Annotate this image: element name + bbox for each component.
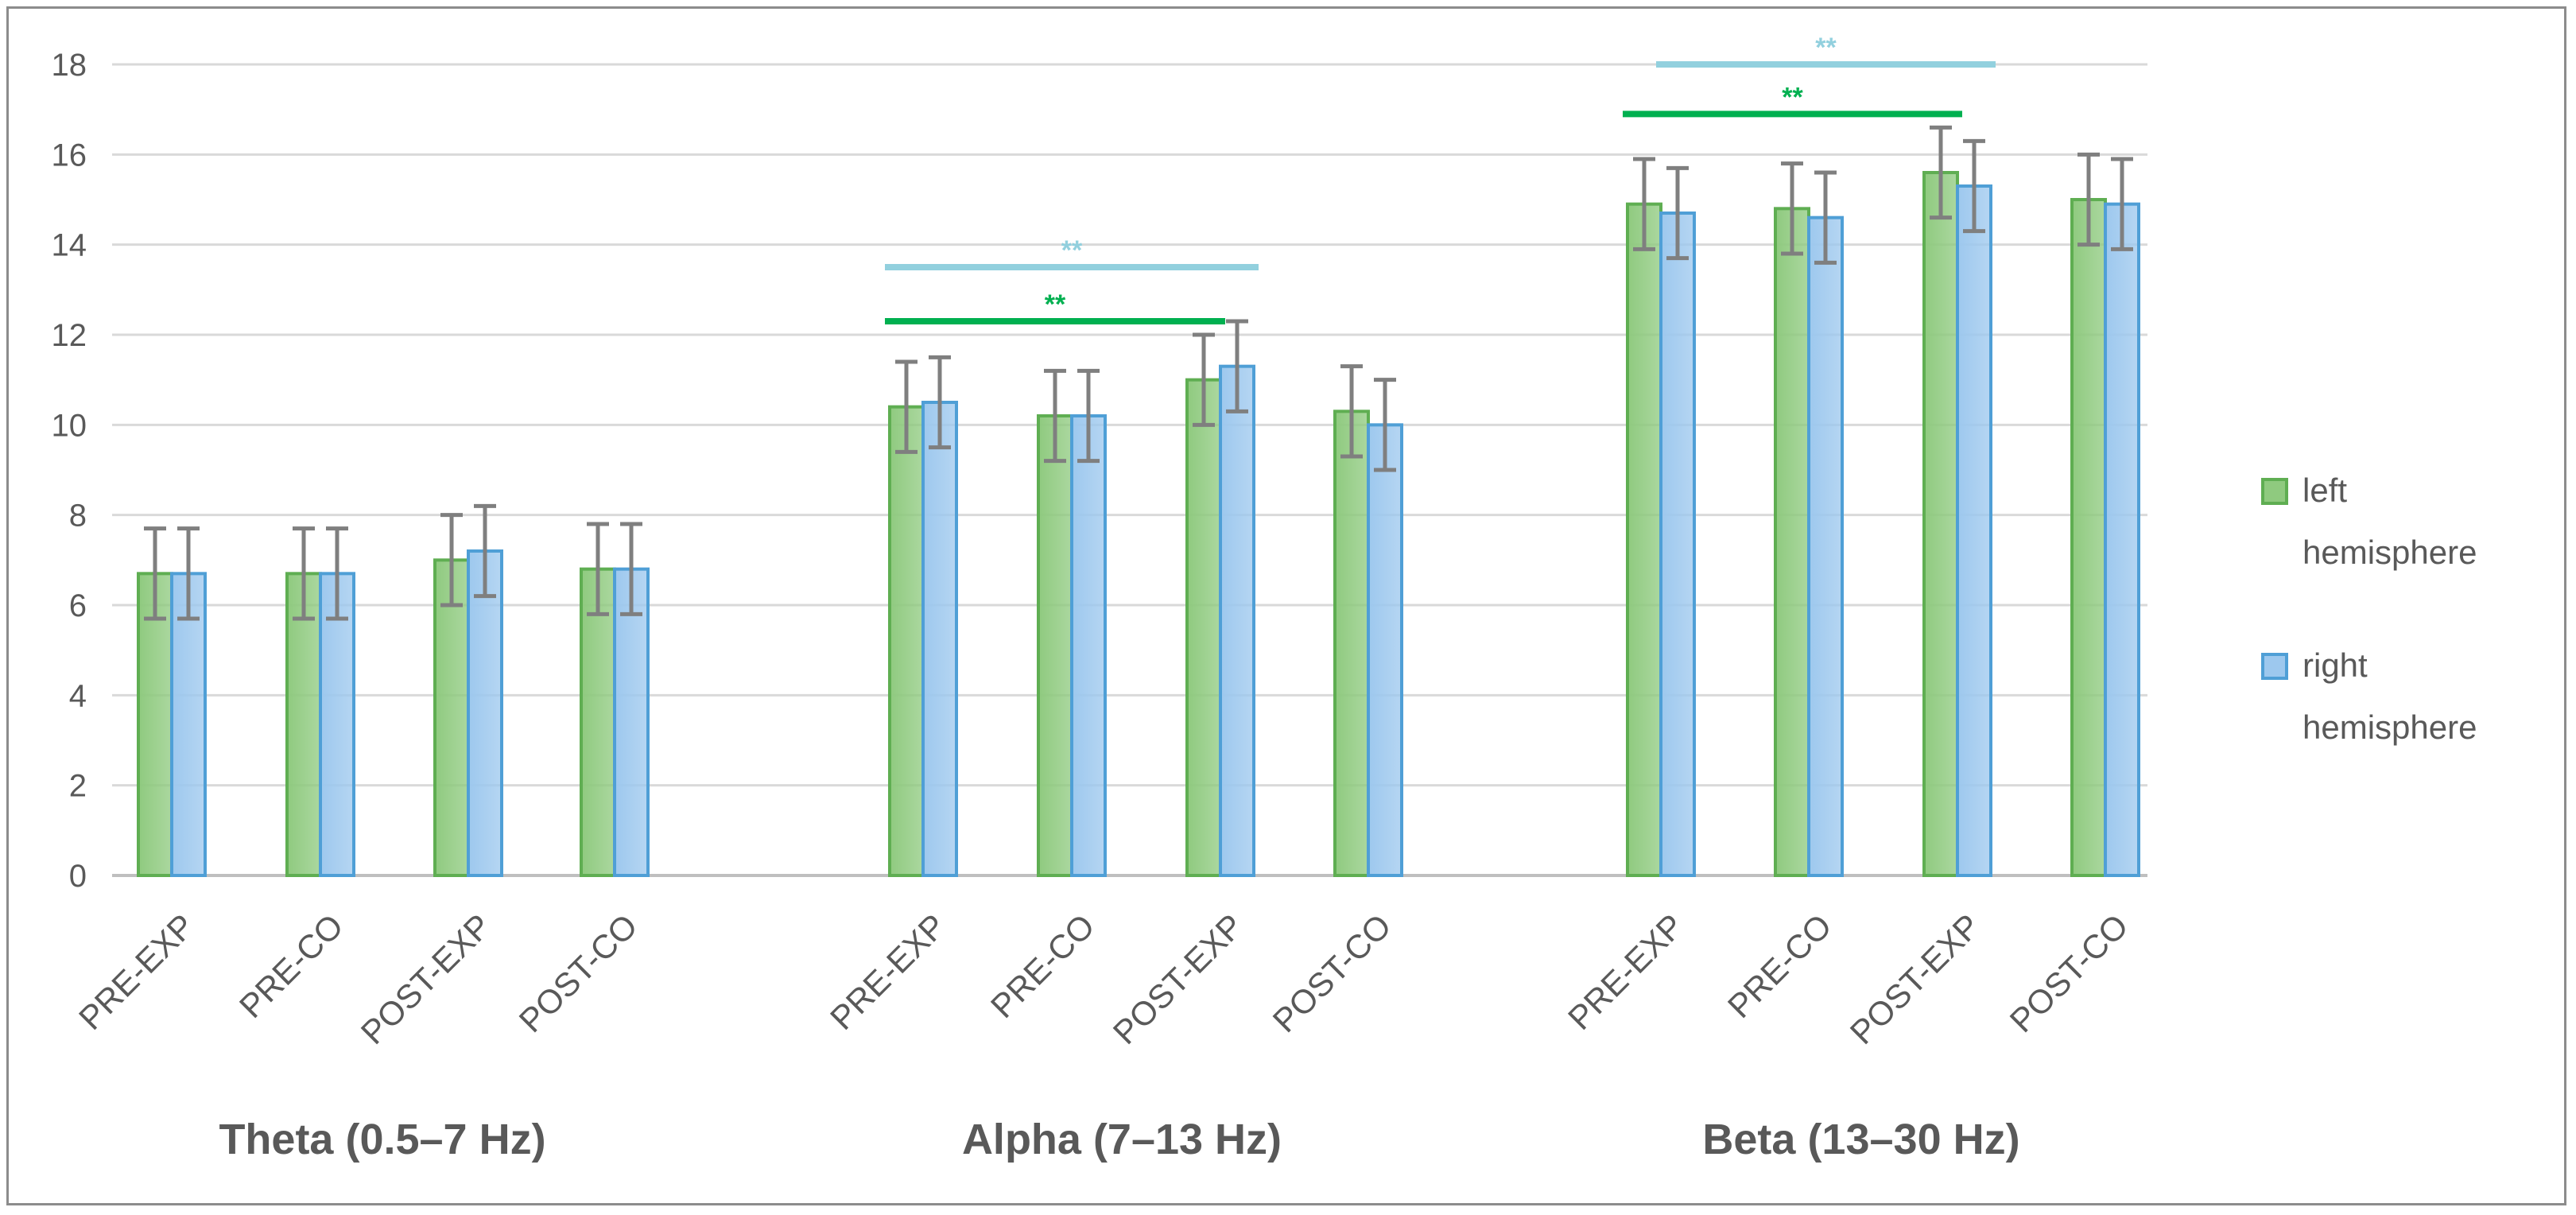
error-bar <box>1814 170 1837 265</box>
legend-item-left-hemisphere: left hemisphere <box>2261 472 2477 571</box>
group-label: Theta (0.5–7 Hz) <box>219 1116 545 1163</box>
error-bar <box>2111 157 2133 251</box>
y-tick-label: 2 <box>69 769 87 804</box>
bar-left-hemisphere <box>888 405 925 877</box>
error-bar <box>1963 138 1985 234</box>
error-bar <box>1781 161 1803 256</box>
x-category-label: PRE-CO <box>232 906 351 1025</box>
y-tick-label: 10 <box>52 408 87 443</box>
bar-right-hemisphere <box>1659 212 1696 877</box>
y-tick-label: 6 <box>69 588 87 623</box>
bar-left-hemisphere <box>580 567 616 878</box>
x-category-label: POST-EXP <box>1843 906 1988 1051</box>
error-bar <box>587 522 609 616</box>
significance-label: ** <box>1782 82 1803 112</box>
bar-right-hemisphere <box>1367 423 1403 877</box>
x-category-label: PRE-CO <box>983 906 1102 1025</box>
significance-markers: ** ** ** ** <box>885 33 1996 324</box>
x-category-label: PRE-EXP <box>1561 906 1691 1037</box>
bar-right-hemisphere <box>170 572 207 877</box>
error-bar <box>326 526 348 621</box>
bar-right-hemisphere <box>2104 202 2140 877</box>
bars <box>137 171 2140 878</box>
error-bar <box>1077 368 1100 464</box>
error-bar <box>929 355 951 450</box>
x-category-label: POST-EXP <box>1106 906 1251 1051</box>
error-bar <box>1340 364 1363 459</box>
error-bar <box>2077 152 2100 247</box>
bar-left-hemisphere <box>1922 171 1959 877</box>
y-tick-label: 12 <box>52 318 87 353</box>
error-bar <box>293 526 315 621</box>
x-category-label: POST-CO <box>1266 906 1399 1039</box>
legend: left hemisphere right hemisphere <box>2261 472 2477 746</box>
bar-right-hemisphere <box>1956 184 1992 877</box>
error-bar <box>177 526 200 621</box>
x-category-label: PRE-CO <box>1721 906 1839 1025</box>
significance-label: ** <box>1045 289 1066 320</box>
error-bar <box>1374 378 1396 472</box>
y-axis-ticks: 0 2 4 6 8 10 12 14 16 18 <box>52 48 87 894</box>
legend-label: left <box>2302 472 2347 509</box>
bar-left-hemisphere <box>433 558 470 877</box>
legend-swatch <box>2261 653 2288 680</box>
legend-label: hemisphere <box>2302 708 2477 746</box>
error-bar <box>1193 332 1215 427</box>
y-tick-label: 16 <box>52 138 87 173</box>
bar-right-hemisphere <box>1219 364 1255 877</box>
y-tick-label: 18 <box>52 48 87 83</box>
error-bar <box>1044 368 1066 464</box>
x-category-label: POST-EXP <box>354 906 499 1051</box>
bar-right-hemisphere <box>921 401 958 877</box>
significance-label: ** <box>1061 235 1083 266</box>
significance-label: ** <box>1815 33 1837 63</box>
bar-left-hemisphere <box>1037 414 1073 877</box>
error-bar <box>1930 125 1952 220</box>
x-category-label: PRE-EXP <box>72 906 202 1037</box>
y-tick-label: 0 <box>69 859 87 894</box>
error-bar <box>144 526 166 621</box>
group-labels: Theta (0.5–7 Hz) Alpha (7–13 Hz) Beta (13–… <box>219 1116 2019 1163</box>
bar-right-hemisphere <box>1070 414 1107 877</box>
group-label: Beta (13–30 Hz) <box>1702 1116 2019 1163</box>
x-category-label: PRE-EXP <box>823 906 953 1037</box>
bar-left-hemisphere <box>1333 410 1370 878</box>
bar-right-hemisphere <box>613 567 650 878</box>
legend-label: right <box>2302 646 2368 684</box>
legend-item-right-hemisphere: right hemisphere <box>2261 646 2477 746</box>
y-tick-label: 14 <box>52 228 87 263</box>
error-bar <box>620 522 642 616</box>
group-label: Alpha (7–13 Hz) <box>962 1116 1282 1163</box>
error-bar <box>440 513 463 608</box>
chart-frame: 0 2 4 6 8 10 12 14 16 18 ** ** ** ** PRE-EXP PRE-CO PO… <box>6 6 2566 1205</box>
y-tick-label: 4 <box>69 678 87 713</box>
error-bar <box>474 503 496 599</box>
bar-left-hemisphere <box>1774 207 1810 878</box>
category-labels: PRE-EXP PRE-CO POST-EXP POST-CO PRE-EXP PRE-C… <box>72 906 2136 1051</box>
bar-right-hemisphere <box>319 572 355 877</box>
bar-left-hemisphere <box>2070 198 2107 877</box>
legend-swatch <box>2261 478 2288 505</box>
x-category-label: POST-CO <box>2003 906 2136 1039</box>
y-tick-label: 8 <box>69 499 87 534</box>
error-bar <box>1633 157 1655 251</box>
bar-left-hemisphere <box>1626 202 1662 877</box>
x-category-label: POST-CO <box>512 906 645 1039</box>
bar-left-hemisphere <box>1185 378 1222 877</box>
legend-label: hemisphere <box>2302 534 2477 571</box>
error-bar <box>1666 165 1689 261</box>
bar-right-hemisphere <box>467 549 503 877</box>
error-bar <box>1226 319 1248 413</box>
error-bars <box>144 125 2133 621</box>
error-bar <box>895 359 918 454</box>
bar-right-hemisphere <box>1807 215 1844 877</box>
